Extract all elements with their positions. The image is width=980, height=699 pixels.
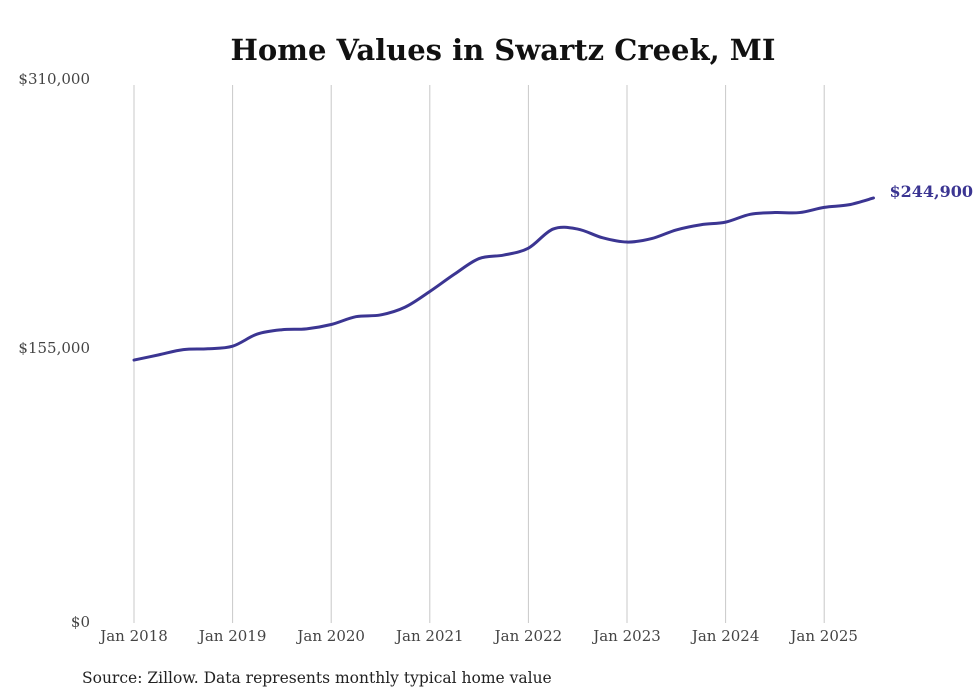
x-tick-label: Jan 2021 <box>394 627 464 645</box>
series-line <box>132 196 875 362</box>
chart-title: Home Values in Swartz Creek, MI <box>231 33 776 67</box>
x-tick-label: Jan 2025 <box>788 627 858 645</box>
x-tick-label: Jan 2019 <box>197 627 267 645</box>
series-layer: $244,900 <box>132 182 974 362</box>
end-value-label: $244,900 <box>890 182 974 201</box>
gridlines <box>133 85 825 623</box>
x-tick-label: Jan 2023 <box>591 627 661 645</box>
x-tick-label: Jan 2022 <box>493 627 563 645</box>
y-axis-ticks: $0 $155,000 $310,000 <box>18 70 90 631</box>
x-tick-label: Jan 2024 <box>690 627 760 645</box>
y-tick-label: $155,000 <box>18 339 90 357</box>
y-tick-label: $0 <box>71 613 90 631</box>
x-tick-label: Jan 2018 <box>98 627 168 645</box>
x-axis-ticks: Jan 2018 Jan 2019 Jan 2020 Jan 2021 Jan 2022… <box>98 627 858 645</box>
x-tick-label: Jan 2020 <box>295 627 365 645</box>
source-note: Source: Zillow. Data represents monthly … <box>82 669 552 687</box>
y-tick-label: $310,000 <box>18 70 90 88</box>
